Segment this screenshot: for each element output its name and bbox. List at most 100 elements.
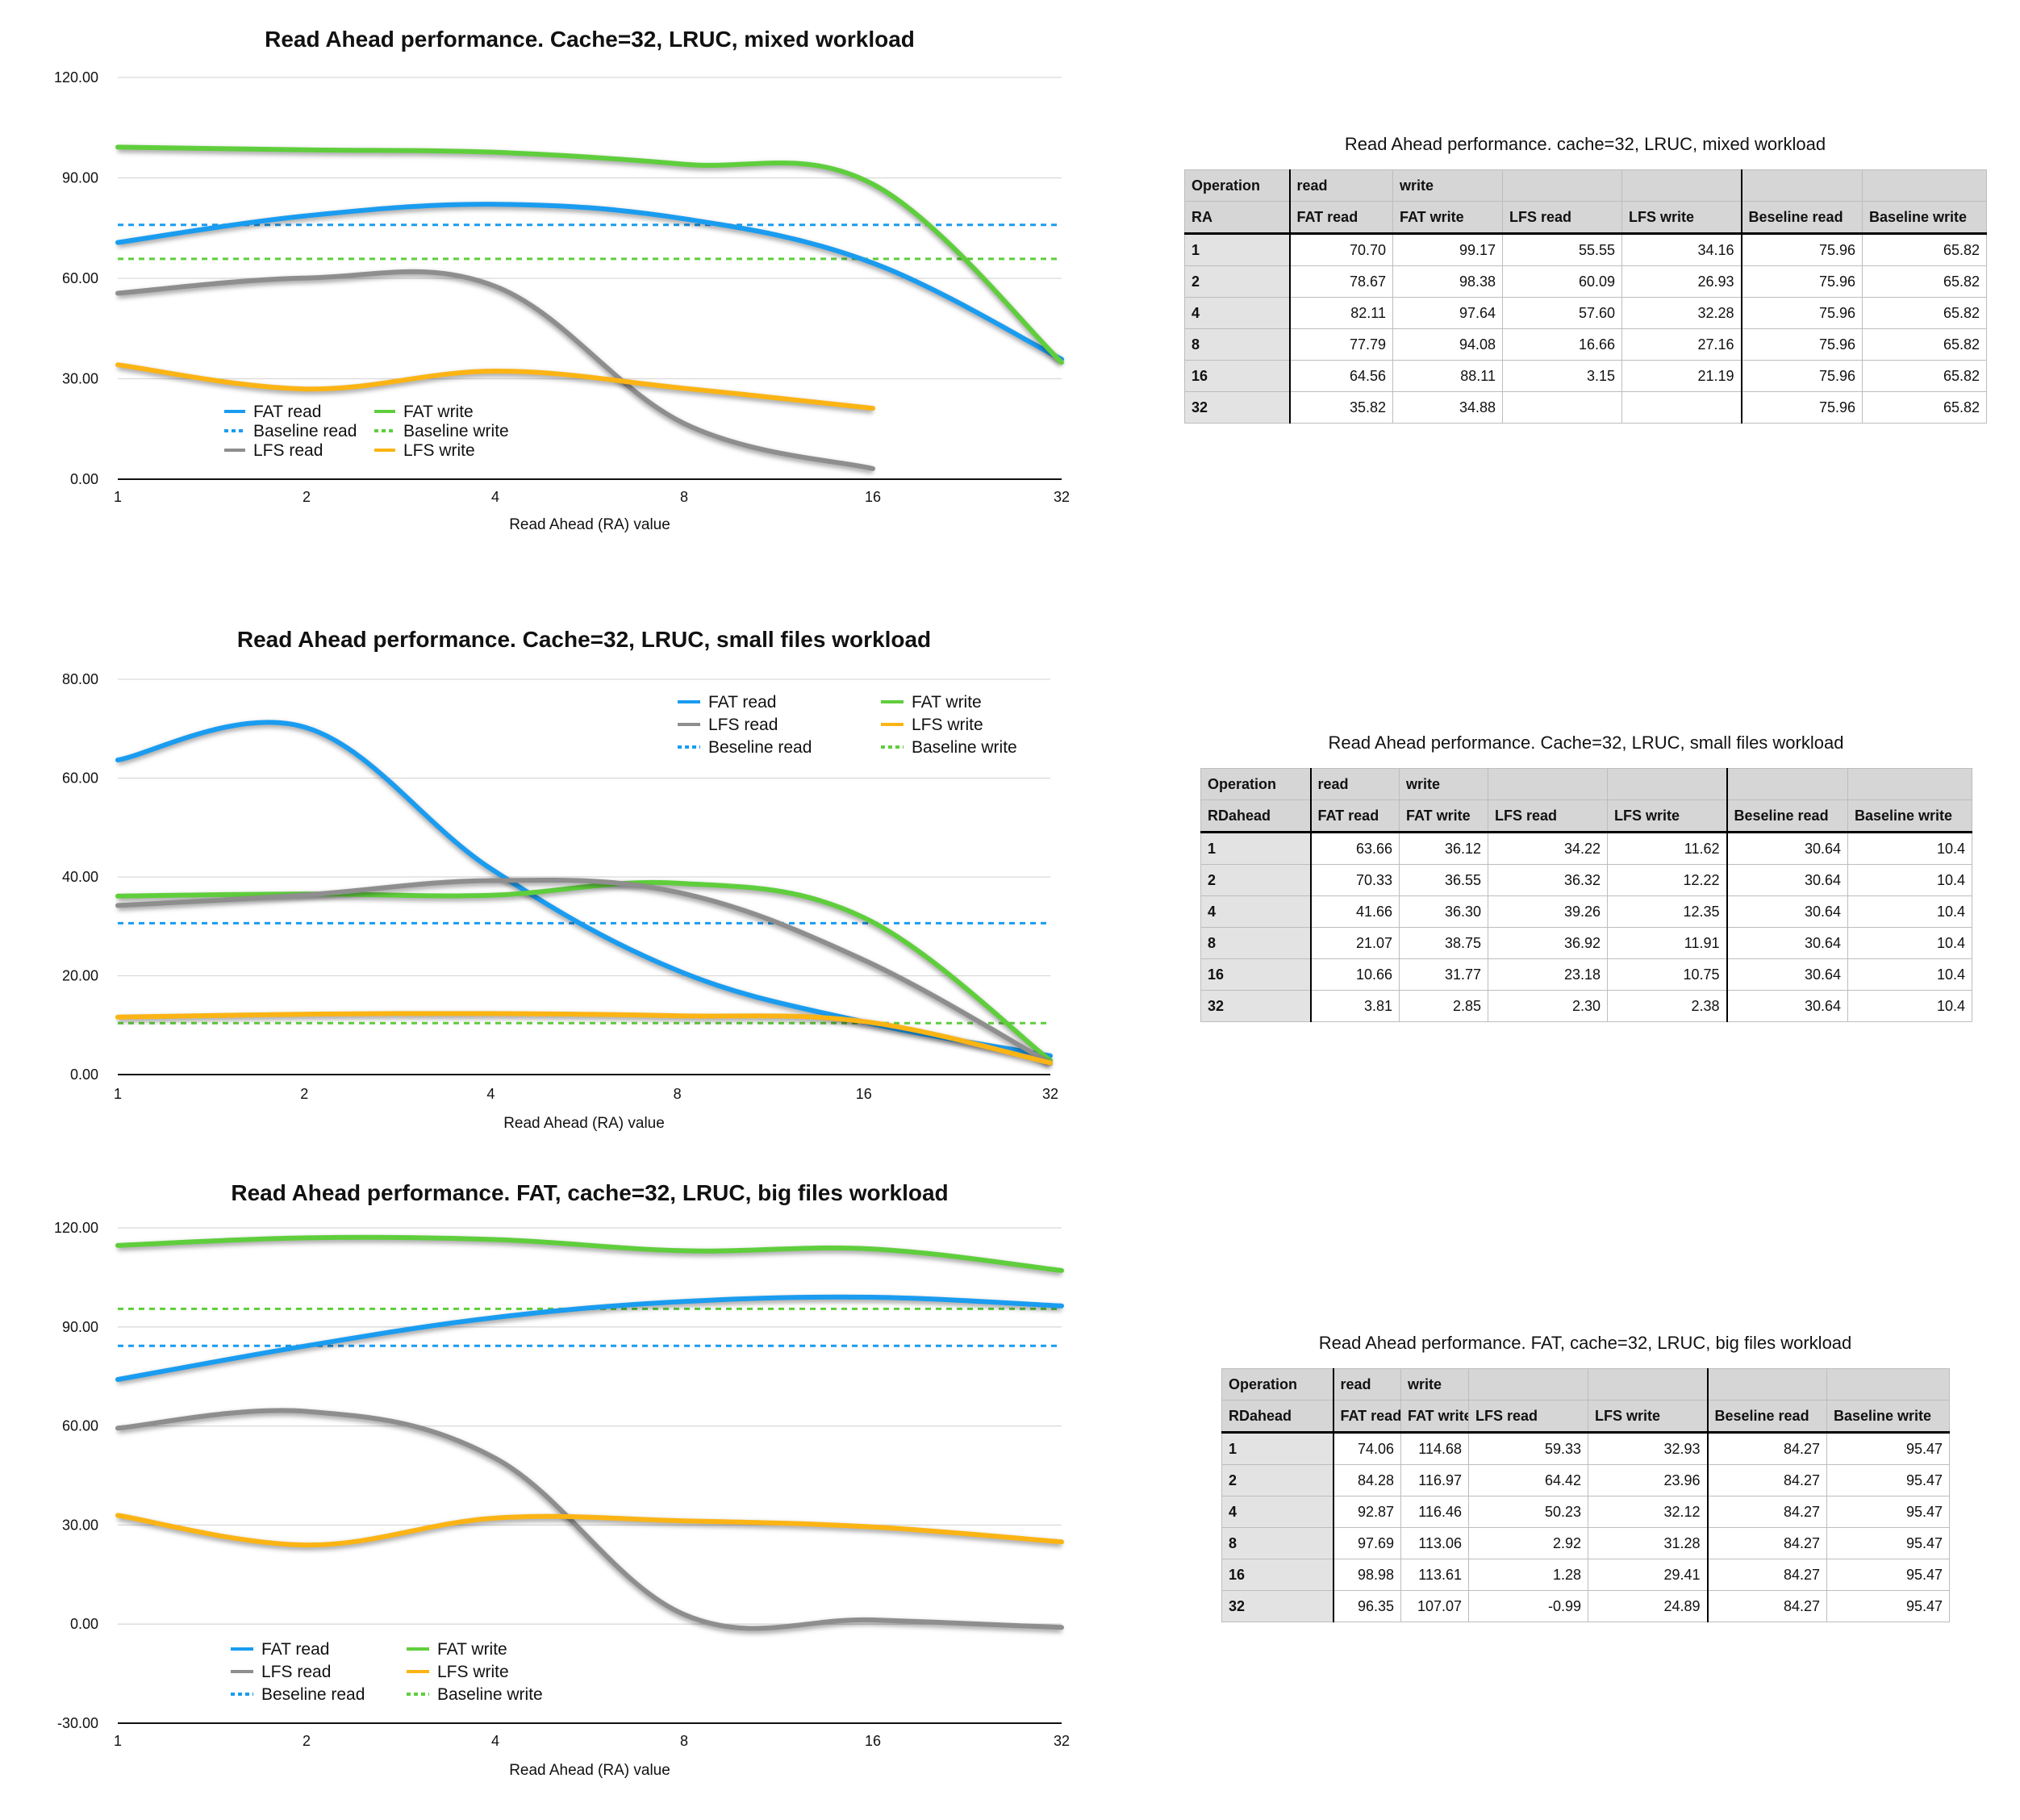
legend-label: LFS write bbox=[912, 716, 983, 734]
x-tick-label: 8 bbox=[680, 489, 688, 505]
header-cell: read bbox=[1289, 169, 1393, 202]
table-cell: 10.4 bbox=[1847, 864, 1972, 896]
table-row: 1 74.06 114.68 59.33 32.93 84.27 95.47 bbox=[1221, 1432, 1950, 1465]
row-header-cell: 4 bbox=[1221, 1496, 1334, 1528]
x-tick-label: 4 bbox=[491, 1733, 499, 1749]
header-cell bbox=[1621, 169, 1742, 202]
x-tick-label: 8 bbox=[674, 1086, 682, 1102]
series-line-fat-read bbox=[115, 202, 1064, 362]
table-cell bbox=[1621, 391, 1742, 424]
header-cell bbox=[1706, 1368, 1827, 1400]
table-row: 4 92.87 116.46 50.23 32.12 84.27 95.47 bbox=[1221, 1496, 1950, 1528]
table-cell: 98.98 bbox=[1333, 1559, 1401, 1591]
table-cell: 36.12 bbox=[1399, 832, 1488, 865]
table-cell: 36.30 bbox=[1399, 895, 1488, 928]
series-line-lfs-write bbox=[115, 1513, 1064, 1548]
table-cell: 36.55 bbox=[1399, 864, 1488, 896]
header-cell: FAT read bbox=[1310, 799, 1400, 833]
table-row: 4 41.66 36.30 39.26 12.35 30.64 10.4 bbox=[1200, 895, 1972, 928]
chart-mixed-workload: Read Ahead performance. Cache=32, LRUC, … bbox=[54, 27, 1070, 533]
table-cell: 34.16 bbox=[1621, 233, 1742, 266]
row-header-cell: 16 bbox=[1221, 1559, 1334, 1591]
header-cell: read bbox=[1333, 1368, 1401, 1400]
header-cell bbox=[1468, 1368, 1588, 1400]
table-cell: 113.61 bbox=[1400, 1559, 1469, 1591]
table-cell: 32.28 bbox=[1621, 297, 1742, 329]
legend-label: Baseline write bbox=[912, 738, 1017, 757]
table-row: 1 63.66 36.12 34.22 11.62 30.64 10.4 bbox=[1200, 832, 1972, 865]
table-cell: 95.47 bbox=[1826, 1527, 1950, 1559]
chart-big-files-workload: Read Ahead performance. FAT, cache=32, L… bbox=[54, 1180, 1070, 1779]
table-header-row: RDahead FAT read FAT write LFS read LFS writ… bbox=[1200, 799, 1972, 833]
table-cell: 2.30 bbox=[1488, 990, 1608, 1022]
table-row: 32 35.82 34.88 75.96 65.82 bbox=[1184, 391, 1987, 424]
series-line-lfs-read bbox=[115, 877, 1053, 1066]
table-row: 16 10.66 31.77 23.18 10.75 30.64 10.4 bbox=[1200, 958, 1972, 991]
table-header-row: RDahead FAT read FAT write LFS read LFS writ… bbox=[1221, 1400, 1950, 1434]
table-cell: 30.64 bbox=[1726, 958, 1848, 991]
header-cell: LFS read bbox=[1488, 799, 1608, 833]
y-tick-label: 40.00 bbox=[62, 869, 98, 885]
table-cell: 3.15 bbox=[1502, 360, 1622, 392]
row-header-cell: Operation bbox=[1184, 169, 1291, 202]
x-tick-label: 2 bbox=[300, 1086, 308, 1102]
table-cell: 35.82 bbox=[1289, 391, 1393, 424]
row-header-cell: RDahead bbox=[1221, 1400, 1334, 1434]
x-tick-label: 1 bbox=[114, 1086, 122, 1102]
header-cell: LFS read bbox=[1502, 201, 1622, 235]
table-cell: 30.64 bbox=[1726, 832, 1848, 865]
table-cell: 84.27 bbox=[1706, 1559, 1827, 1591]
header-cell bbox=[1488, 768, 1608, 800]
row-header-cell: 8 bbox=[1184, 328, 1291, 361]
y-tick-label: 80.00 bbox=[62, 671, 98, 687]
row-header-cell: 32 bbox=[1221, 1590, 1334, 1622]
x-tick-label: 2 bbox=[303, 489, 311, 505]
table-mixed-workload: Operation read write RA FAT read FAT write LFS… bbox=[1184, 169, 1987, 424]
table-cell: 27.16 bbox=[1621, 328, 1742, 361]
table-cell: 75.96 bbox=[1740, 297, 1863, 329]
table-cell: 2.85 bbox=[1399, 990, 1488, 1022]
table-cell: 113.06 bbox=[1400, 1527, 1469, 1559]
table-row: 32 3.81 2.85 2.30 2.38 30.64 10.4 bbox=[1200, 990, 1972, 1022]
series-line-lfs-write-shadow bbox=[117, 364, 874, 414]
table-cell: 64.56 bbox=[1289, 360, 1393, 392]
x-tick-label: 32 bbox=[1054, 489, 1070, 505]
y-tick-label: -30.00 bbox=[57, 1715, 98, 1731]
table-cell: 74.06 bbox=[1333, 1432, 1401, 1465]
chart-title: Read Ahead performance. Cache=32, LRUC, … bbox=[237, 627, 931, 652]
row-header-cell: RA bbox=[1184, 201, 1291, 235]
table-cell: 32.12 bbox=[1588, 1496, 1708, 1528]
row-header-cell: 4 bbox=[1200, 895, 1312, 928]
legend-label: FAT write bbox=[912, 693, 982, 712]
table-cell: 30.64 bbox=[1726, 864, 1848, 896]
y-tick-label: 20.00 bbox=[62, 968, 98, 984]
table-row: 32 96.35 107.07 -0.99 24.89 84.27 95.47 bbox=[1221, 1590, 1950, 1622]
table-cell: 3.81 bbox=[1310, 990, 1400, 1022]
series-line-fat-write bbox=[115, 144, 1064, 365]
table-row: 2 78.67 98.38 60.09 26.93 75.96 65.82 bbox=[1184, 265, 1987, 298]
series-line-lfs-write bbox=[115, 1011, 1053, 1066]
table-cell: 23.18 bbox=[1488, 958, 1608, 991]
x-tick-label: 1 bbox=[114, 1733, 122, 1749]
table-cell: 82.11 bbox=[1289, 297, 1393, 329]
legend: FAT read FAT write Baseline read Baseline w… bbox=[224, 403, 509, 460]
row-header-cell: 16 bbox=[1184, 360, 1291, 392]
x-tick-label: 4 bbox=[491, 489, 499, 505]
table-title-small: Read Ahead performance. Cache=32, LRUC, … bbox=[1328, 733, 1844, 753]
x-tick-label: 4 bbox=[486, 1086, 495, 1102]
header-cell: Beseline read bbox=[1740, 201, 1863, 235]
table-title-mixed: Read Ahead performance. cache=32, LRUC, … bbox=[1344, 134, 1826, 154]
row-header-cell: 2 bbox=[1184, 265, 1291, 298]
table-cell: 29.41 bbox=[1588, 1559, 1708, 1591]
series-line-lfs-read bbox=[115, 269, 875, 471]
table-cell: 10.75 bbox=[1607, 958, 1727, 991]
table-cell: 31.28 bbox=[1588, 1527, 1708, 1559]
table-cell: 95.47 bbox=[1826, 1496, 1950, 1528]
table-cell: 57.60 bbox=[1502, 297, 1622, 329]
table-big-files-workload: Operation read write RDahead FAT read FAT wri… bbox=[1221, 1368, 1950, 1622]
legend-label: FAT write bbox=[403, 403, 474, 421]
x-tick-label: 16 bbox=[865, 1733, 881, 1749]
series-line-fat-write-shadow bbox=[117, 146, 1064, 367]
header-cell: Baseline write bbox=[1847, 799, 1972, 833]
header-cell bbox=[1726, 768, 1848, 800]
